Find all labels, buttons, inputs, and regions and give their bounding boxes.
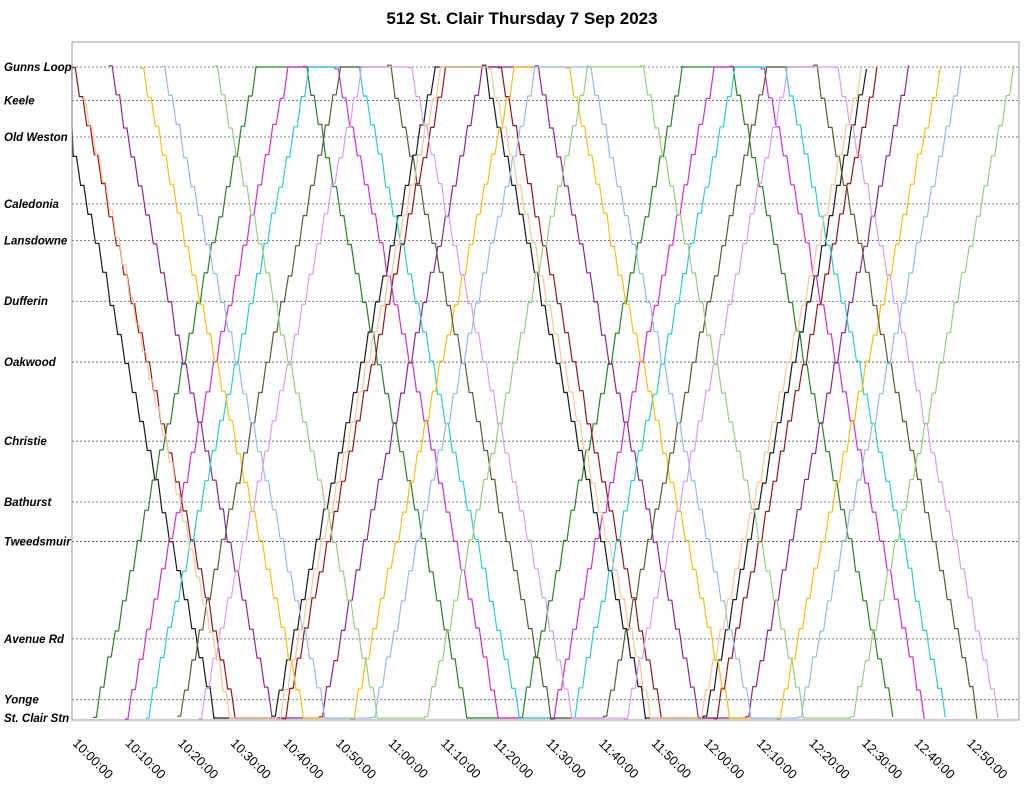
time-tick-label: 10:20:00 [175,736,221,782]
stop-label: Gunns Loop [4,62,72,74]
stop-label: Bathurst [4,497,52,509]
vehicle-trace [124,66,925,720]
stop-label: Oakwood [4,357,57,369]
stop-label: Christie [4,436,47,448]
stop-label: Dufferin [4,296,48,308]
vehicle-trace [214,65,1015,719]
plot-frame [71,41,1020,721]
time-tick-label: 11:00:00 [386,736,432,782]
time-tick-label: 11:10:00 [438,736,484,782]
stop-label: Avenue Rd [3,634,65,646]
vehicle-trace [145,66,946,719]
time-tick-label: 11:20:00 [491,736,537,782]
time-tick-label: 12:50:00 [964,736,1010,782]
stop-label: Caledonia [4,199,60,211]
time-tick-label: 11:50:00 [649,736,695,782]
vehicle-trace [82,66,862,720]
grid [72,66,1019,701]
stop-label: Tweedsmuir [4,537,71,549]
time-tick-label: 10:00:00 [70,736,116,782]
vehicle-trace [198,66,999,720]
chart-title: 512 St. Clair Thursday 7 Sep 2023 [386,9,657,28]
time-tick-label: 10:30:00 [228,736,274,782]
time-tick-label: 12:20:00 [806,736,852,782]
vehicle-trace [93,65,894,719]
time-tick-label: 12:00:00 [701,736,747,782]
vehicle-trace [161,65,962,719]
series-layer [71,64,1015,720]
time-tick-label: 10:50:00 [333,736,379,782]
time-tick-label: 10:10:00 [122,736,168,782]
stop-label: St. Clair Stn [4,713,69,725]
time-tick-label: 12:10:00 [754,736,800,782]
time-tick-label: 10:40:00 [280,736,326,782]
stop-label: Old Weston [4,132,68,144]
time-tick-label: 12:30:00 [859,736,905,782]
stop-label: Lansdowne [4,235,68,247]
time-tick-label: 12:40:00 [912,736,958,782]
x-axis-labels: 10:00:00 10:10:00 10:20:00 10:30:00 10:40:00… [70,736,1011,782]
stop-label: Yonge [4,695,39,707]
time-tick-label: 11:40:00 [596,736,642,782]
time-tick-label: 11:30:00 [543,736,589,782]
stop-label: Keele [4,95,35,107]
y-axis-labels: Gunns Loop Keele Old Weston Caledonia Lansdo… [3,62,72,725]
vehicle-trace [108,65,910,719]
